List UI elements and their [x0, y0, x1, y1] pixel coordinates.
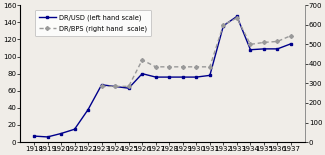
Legend: DR/USD (left hand scale), DR/BPS (right hand  scale): DR/USD (left hand scale), DR/BPS (right …: [35, 10, 151, 36]
